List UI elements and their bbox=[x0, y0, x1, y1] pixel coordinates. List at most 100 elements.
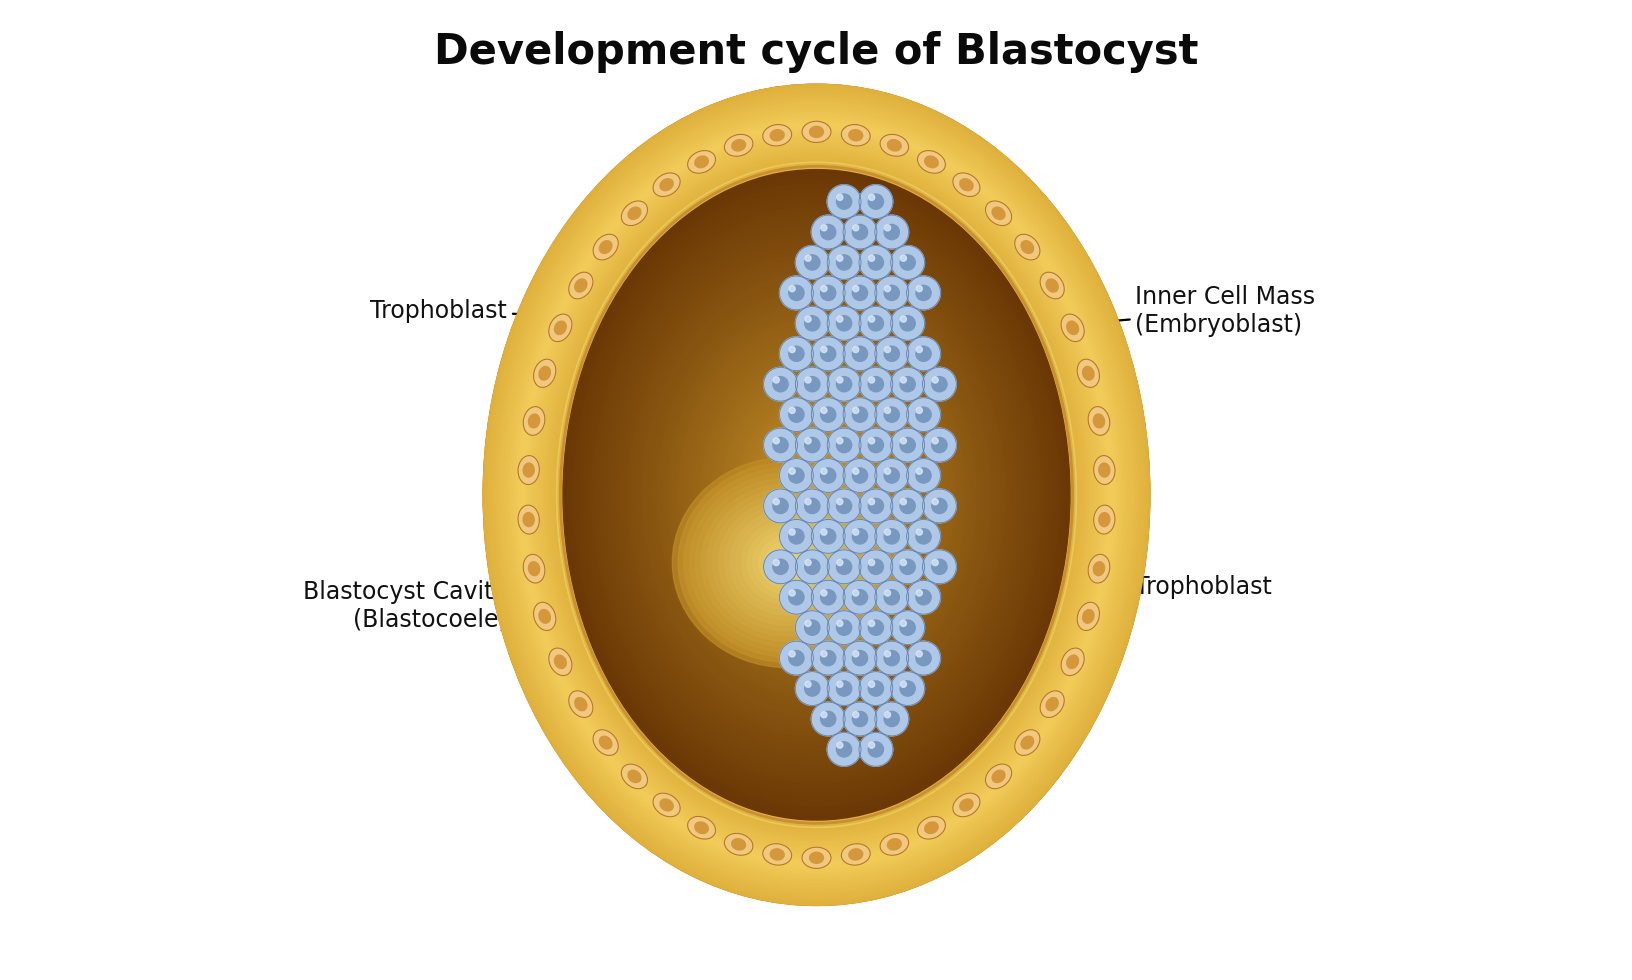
Circle shape bbox=[852, 224, 858, 231]
Circle shape bbox=[819, 224, 836, 240]
Ellipse shape bbox=[676, 314, 956, 676]
Ellipse shape bbox=[486, 89, 1146, 901]
Ellipse shape bbox=[612, 243, 1020, 747]
Ellipse shape bbox=[723, 505, 850, 620]
Ellipse shape bbox=[992, 207, 1004, 220]
Ellipse shape bbox=[677, 463, 896, 662]
Ellipse shape bbox=[493, 95, 1139, 895]
Circle shape bbox=[885, 711, 889, 717]
Ellipse shape bbox=[728, 382, 904, 608]
Circle shape bbox=[827, 428, 860, 462]
Ellipse shape bbox=[752, 531, 821, 594]
Circle shape bbox=[875, 337, 907, 370]
Circle shape bbox=[916, 467, 930, 483]
Circle shape bbox=[899, 681, 906, 687]
Ellipse shape bbox=[924, 156, 938, 168]
Ellipse shape bbox=[574, 185, 1058, 805]
Ellipse shape bbox=[1040, 691, 1064, 717]
Circle shape bbox=[821, 408, 826, 414]
Ellipse shape bbox=[759, 420, 873, 569]
Ellipse shape bbox=[512, 115, 1120, 874]
Ellipse shape bbox=[638, 268, 994, 722]
Ellipse shape bbox=[534, 359, 555, 387]
Ellipse shape bbox=[805, 481, 827, 509]
Ellipse shape bbox=[687, 816, 715, 839]
Ellipse shape bbox=[526, 129, 1106, 859]
Ellipse shape bbox=[491, 94, 1141, 895]
Circle shape bbox=[899, 620, 906, 626]
Circle shape bbox=[906, 519, 940, 554]
Circle shape bbox=[868, 560, 875, 565]
Circle shape bbox=[836, 499, 842, 505]
Ellipse shape bbox=[558, 164, 1074, 826]
Ellipse shape bbox=[718, 500, 857, 625]
Ellipse shape bbox=[633, 269, 999, 720]
Circle shape bbox=[868, 255, 883, 270]
Ellipse shape bbox=[641, 279, 991, 710]
Circle shape bbox=[836, 620, 842, 626]
Ellipse shape bbox=[602, 220, 1030, 769]
Ellipse shape bbox=[550, 155, 1082, 834]
Ellipse shape bbox=[612, 232, 1020, 758]
Ellipse shape bbox=[764, 541, 809, 583]
Ellipse shape bbox=[659, 178, 672, 191]
Ellipse shape bbox=[726, 378, 906, 611]
Ellipse shape bbox=[548, 154, 1084, 836]
Ellipse shape bbox=[1040, 272, 1064, 299]
Circle shape bbox=[883, 529, 899, 544]
Ellipse shape bbox=[736, 515, 839, 610]
Circle shape bbox=[916, 468, 922, 474]
Circle shape bbox=[821, 590, 826, 596]
Circle shape bbox=[875, 398, 907, 431]
Ellipse shape bbox=[721, 372, 911, 616]
Circle shape bbox=[858, 184, 893, 219]
Ellipse shape bbox=[1066, 656, 1077, 668]
Ellipse shape bbox=[801, 476, 831, 514]
Ellipse shape bbox=[725, 377, 907, 612]
Ellipse shape bbox=[561, 181, 1071, 808]
Ellipse shape bbox=[765, 429, 867, 561]
Ellipse shape bbox=[703, 349, 929, 640]
Ellipse shape bbox=[604, 233, 1028, 757]
Ellipse shape bbox=[514, 118, 1118, 872]
Ellipse shape bbox=[519, 122, 1113, 868]
Circle shape bbox=[805, 560, 811, 565]
Ellipse shape bbox=[1061, 648, 1084, 675]
Circle shape bbox=[805, 560, 819, 574]
Circle shape bbox=[906, 276, 940, 310]
Ellipse shape bbox=[498, 100, 1134, 889]
Ellipse shape bbox=[610, 230, 1022, 760]
Ellipse shape bbox=[491, 94, 1141, 896]
Circle shape bbox=[868, 681, 875, 687]
Ellipse shape bbox=[599, 241, 612, 254]
Ellipse shape bbox=[1046, 279, 1058, 292]
Text: Inner Cell Mass
(Embryoblast): Inner Cell Mass (Embryoblast) bbox=[894, 285, 1315, 343]
Circle shape bbox=[836, 742, 842, 748]
Ellipse shape bbox=[573, 183, 1059, 807]
Ellipse shape bbox=[751, 411, 881, 579]
Ellipse shape bbox=[509, 113, 1123, 877]
Circle shape bbox=[821, 224, 826, 231]
Circle shape bbox=[885, 224, 889, 231]
Circle shape bbox=[788, 529, 803, 544]
Ellipse shape bbox=[490, 91, 1142, 899]
Ellipse shape bbox=[772, 439, 860, 551]
Ellipse shape bbox=[501, 103, 1131, 887]
Ellipse shape bbox=[720, 376, 912, 612]
Circle shape bbox=[836, 742, 852, 757]
Circle shape bbox=[885, 408, 889, 414]
Circle shape bbox=[916, 590, 930, 605]
Ellipse shape bbox=[539, 367, 550, 380]
Circle shape bbox=[868, 194, 883, 209]
Circle shape bbox=[858, 550, 893, 584]
Ellipse shape bbox=[783, 453, 849, 537]
Circle shape bbox=[922, 368, 956, 401]
Ellipse shape bbox=[586, 199, 1046, 791]
Circle shape bbox=[774, 438, 778, 444]
Ellipse shape bbox=[739, 396, 893, 593]
Circle shape bbox=[868, 437, 883, 453]
Circle shape bbox=[788, 467, 803, 483]
Circle shape bbox=[805, 437, 819, 453]
Ellipse shape bbox=[578, 190, 1054, 800]
Circle shape bbox=[805, 499, 811, 505]
